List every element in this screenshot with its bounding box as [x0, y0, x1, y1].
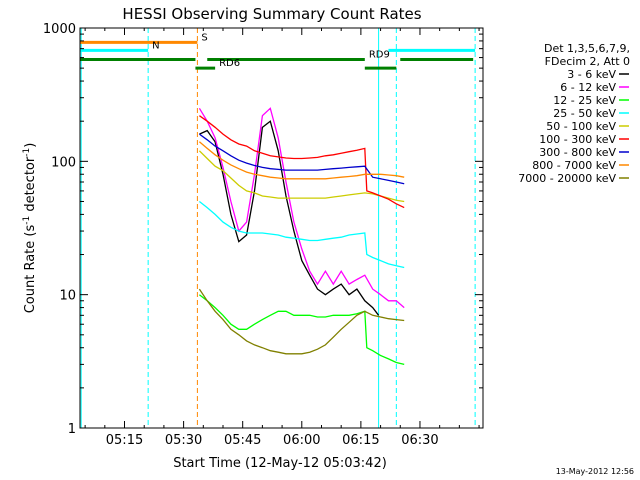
annotation-layer: S N RD9 RD6 [80, 28, 476, 428]
y-tick-label: 100 [51, 155, 76, 170]
x-tick-label: 06:30 [401, 433, 438, 448]
y-axis-title: Count Rate (s-1 detector-1) [22, 143, 38, 314]
legend-label: 300 - 800 keV [539, 146, 616, 159]
axis-ticks: 05:15 05:30 05:45 06:00 06:15 06:30 1 10 100 1000 [43, 22, 483, 448]
legend: Det 1,3,5,6,7,9,FDecim 2, Att 03 - 6 keV… [518, 42, 630, 185]
series-line [199, 133, 405, 185]
legend-label: 3 - 6 keV [567, 68, 616, 81]
legend-label: 100 - 300 keV [539, 133, 616, 146]
y-tick-label: 1000 [43, 22, 76, 37]
chart-title: HESSI Observing Summary Count Rates [122, 5, 421, 23]
x-tick-label: 06:00 [283, 433, 320, 448]
series-line [198, 150, 405, 203]
plot-frame [79, 27, 484, 429]
series-line [199, 115, 405, 209]
x-axis-title: Start Time (12-May-12 05:03:42) [173, 456, 387, 471]
legend-label: 800 - 7000 keV [532, 159, 616, 172]
series-line [198, 288, 405, 355]
status-bar-label: N [152, 40, 159, 51]
series-line [198, 200, 405, 269]
series-layer [198, 107, 405, 366]
legend-header-line: FDecim 2, Att 0 [545, 55, 630, 68]
legend-header-line: Det 1,3,5,6,7,9, [544, 42, 630, 55]
series-line [198, 107, 405, 309]
legend-label: 7000 - 20000 keV [518, 172, 616, 185]
x-tick-label: 05:30 [165, 433, 202, 448]
series-line [199, 120, 380, 316]
status-bar-label: RD6 [219, 58, 240, 69]
series-line [198, 294, 405, 366]
y-tick-label: 1 [68, 422, 76, 437]
status-bar-label: RD9 [369, 50, 390, 61]
x-tick-label: 05:45 [224, 433, 261, 448]
series-line [198, 141, 405, 180]
legend-label: 25 - 50 keV [553, 107, 616, 120]
generated-timestamp: 13-May-2012 12:56 [556, 467, 634, 476]
y-tick-label: 10 [59, 289, 76, 304]
legend-label: 6 - 12 keV [560, 81, 616, 94]
status-bar-label: S [201, 32, 207, 43]
legend-label: 12 - 25 keV [553, 94, 616, 107]
x-tick-label: 05:15 [106, 433, 143, 448]
x-tick-label: 06:15 [342, 433, 379, 448]
legend-label: 50 - 100 keV [546, 120, 616, 133]
